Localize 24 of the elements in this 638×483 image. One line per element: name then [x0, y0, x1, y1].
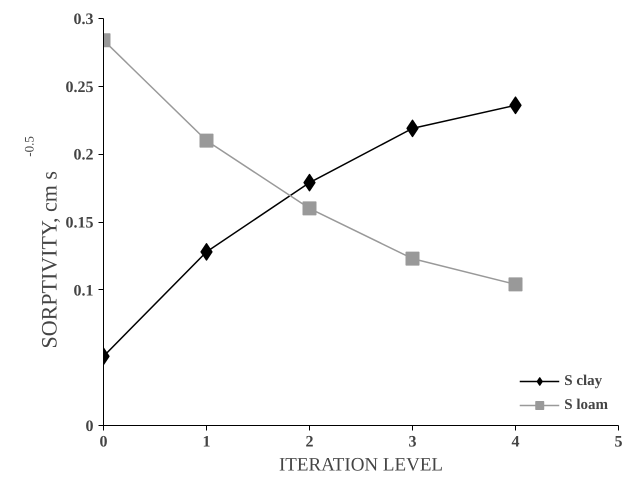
x-tick-label: 4 — [512, 434, 520, 450]
point — [303, 174, 316, 192]
x-axis-title: ITERATION LEVEL — [278, 454, 444, 476]
y-tick-label: 0.3 — [74, 11, 94, 28]
point — [508, 277, 522, 292]
x-tick-label: 0 — [100, 434, 108, 450]
legend-label: S loam — [564, 396, 608, 414]
y-tick-label: 0.15 — [66, 214, 94, 232]
x-tick-label: 5 — [614, 434, 622, 450]
point — [406, 119, 419, 138]
point — [406, 252, 420, 266]
point — [302, 201, 316, 216]
legend-label: S clay — [564, 372, 602, 390]
x-tick-label: 2 — [306, 434, 314, 450]
point — [509, 96, 522, 114]
y-tick-label: 0.2 — [74, 146, 94, 164]
point — [200, 134, 214, 148]
y-tick-label: 0.25 — [66, 78, 94, 96]
x-tick-label: 1 — [202, 434, 210, 450]
point — [200, 242, 213, 261]
x-tick-label: 3 — [408, 434, 416, 450]
y-axis-title: SORPTIVITY, cm s-0.5 — [22, 136, 62, 348]
y-tick-label: 0 — [86, 418, 94, 435]
y-tick-label: 0.1 — [74, 282, 94, 300]
